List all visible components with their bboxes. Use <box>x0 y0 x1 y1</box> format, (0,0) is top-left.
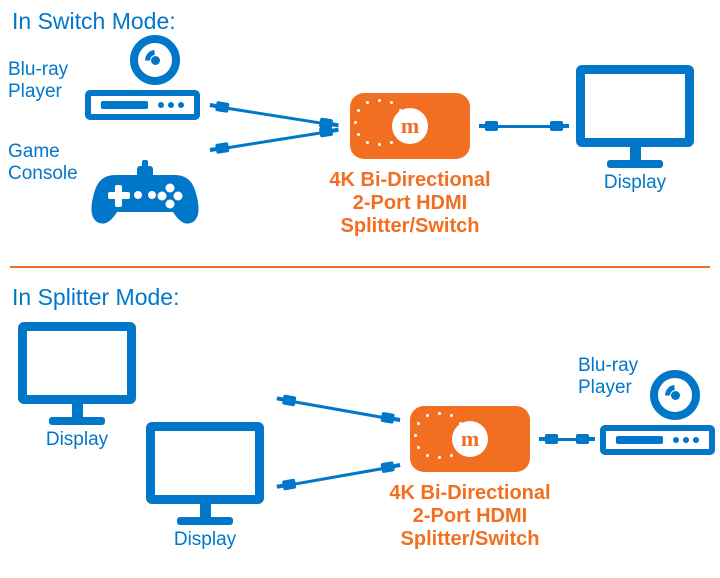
display-label-2: Display <box>18 429 136 451</box>
switch-mode-heading: In Switch Mode: <box>12 8 176 35</box>
hdmi-hub-icon: m <box>410 406 530 472</box>
bluray-player-icon <box>600 425 715 455</box>
bluray-player-icon <box>85 90 200 120</box>
disc-icon <box>650 370 700 420</box>
monitor-icon <box>146 422 264 525</box>
bluray-label-1: Blu-ray Player <box>8 59 68 103</box>
cable-icon <box>539 434 595 444</box>
cable-icon <box>479 121 569 131</box>
manhattan-logo-icon: m <box>392 108 428 144</box>
bluray-label-2: Blu-ray Player <box>578 355 638 399</box>
product-label-2: 4K Bi-Directional 2-Port HDMI Splitter/S… <box>360 482 580 551</box>
gamepad-icon <box>85 160 205 233</box>
disc-icon <box>130 35 180 85</box>
monitor-icon <box>18 322 136 425</box>
section-divider <box>10 266 710 268</box>
product-label-1: 4K Bi-Directional 2-Port HDMI Splitter/S… <box>300 169 520 238</box>
cable-icon <box>209 100 339 130</box>
display-label-1: Display <box>576 172 694 194</box>
splitter-mode-heading: In Splitter Mode: <box>12 284 179 311</box>
console-label: Game Console <box>8 141 78 185</box>
manhattan-logo-icon: m <box>452 421 488 457</box>
hdmi-hub-icon: m <box>350 93 470 159</box>
display-label-3: Display <box>146 529 264 551</box>
cable-icon <box>276 393 401 425</box>
cable-icon <box>209 125 339 155</box>
monitor-icon <box>576 65 694 168</box>
